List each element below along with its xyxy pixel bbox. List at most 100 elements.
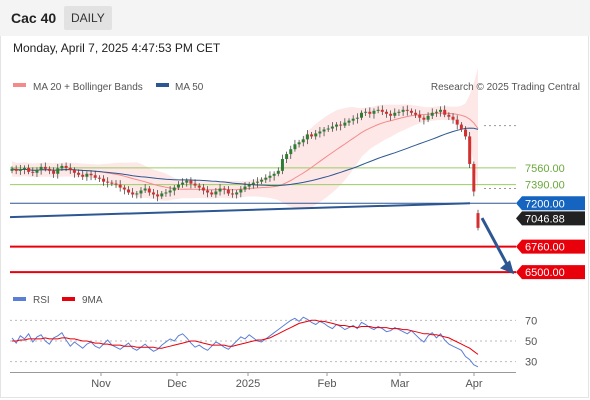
candle-body <box>52 170 56 174</box>
candle-body <box>210 192 214 195</box>
candle-body <box>10 168 14 171</box>
candle-body <box>472 163 476 192</box>
candle-body <box>430 112 434 116</box>
legend-swatch-rsi <box>13 297 26 301</box>
candle-body <box>464 129 468 137</box>
x-tick-Dec: Dec <box>167 378 187 390</box>
candle-body <box>439 109 443 112</box>
candle-body <box>214 191 218 195</box>
candle-body <box>97 177 101 179</box>
candle-body <box>393 112 397 116</box>
candle-body <box>68 167 72 170</box>
candle-body <box>264 177 268 180</box>
candle-body <box>368 111 372 114</box>
candle-body <box>301 139 305 143</box>
candle-body <box>206 190 210 193</box>
support-trendline <box>9 202 471 219</box>
candle-body <box>468 136 472 164</box>
candle-body <box>322 129 326 132</box>
annotations-layer <box>480 125 516 275</box>
x-tick-Feb: Feb <box>318 378 337 390</box>
candle-body <box>372 110 376 114</box>
chart-datetime: Monday, April 7, 2025 4:47:53 PM CET <box>13 41 221 55</box>
candle-body <box>376 109 380 111</box>
forecast-arrow-shaft <box>480 217 510 267</box>
candle-body <box>35 169 39 173</box>
candle-body <box>201 187 205 191</box>
candle-body <box>185 180 189 183</box>
level-label-7560.00: 7560.00 <box>525 163 565 175</box>
legend-label-9ma: 9MA <box>82 295 103 306</box>
candle-body <box>268 175 272 178</box>
candle-body <box>414 112 418 115</box>
levels-layer: 7560.00 7390.00 7200.00 7046.88 6760.00 6500.… <box>9 163 585 280</box>
candle-body <box>156 194 160 197</box>
candle-body <box>380 109 384 112</box>
candle-body <box>222 188 226 190</box>
candle-body <box>18 169 22 171</box>
candle-body <box>89 173 93 176</box>
candle-body <box>27 167 31 172</box>
candle-body <box>247 184 251 187</box>
candle-body <box>280 159 284 171</box>
x-tick-Apr: Apr <box>465 378 482 390</box>
rsi-tick-50: 50 <box>525 336 537 348</box>
candle-body <box>235 192 239 195</box>
candle-body <box>360 112 363 118</box>
candle-body <box>418 114 422 118</box>
candle-body <box>434 111 438 113</box>
forecast-arrow-head <box>500 260 514 275</box>
legend-swatch-9ma <box>62 297 75 301</box>
candle-body <box>14 168 18 171</box>
candle-body <box>181 182 185 185</box>
candle-body <box>443 109 447 115</box>
candle-body <box>305 134 309 140</box>
candle-body <box>189 180 193 184</box>
candle-body <box>239 189 243 193</box>
candle-body <box>147 188 151 193</box>
copyright-text: Research © 2025 Trading Central <box>431 82 580 93</box>
chart-frame <box>0 36 589 398</box>
x-axis: Nov Dec 2025 Feb Mar Apr <box>91 372 483 390</box>
candle-body <box>397 111 401 113</box>
candle-body <box>401 109 405 112</box>
legend-swatch-ma50 <box>156 83 169 87</box>
period-button[interactable]: DAILY <box>64 6 112 30</box>
candle-body <box>81 174 85 177</box>
rsi-tick-70: 70 <box>525 315 537 327</box>
candle-body <box>330 126 334 129</box>
level-label-6760.00: 6760.00 <box>525 242 565 254</box>
candle-body <box>455 119 459 125</box>
candle-body <box>114 183 118 185</box>
candle-body <box>143 188 147 191</box>
level-label-7046.88: 7046.88 <box>525 213 565 225</box>
candle-body <box>122 187 126 190</box>
level-label-7390.00: 7390.00 <box>525 180 565 192</box>
candle-body <box>43 166 47 169</box>
candle-body <box>139 190 143 194</box>
candle-body <box>447 114 451 117</box>
candle-body <box>197 185 201 188</box>
candle-body <box>260 179 264 182</box>
candle-body <box>251 182 255 185</box>
candle-body <box>118 184 122 188</box>
candle-body <box>218 188 222 192</box>
rsi-tick-30: 30 <box>525 357 537 369</box>
candle-body <box>293 144 297 150</box>
candle-body <box>326 128 330 130</box>
candle-body <box>176 184 180 188</box>
x-tick-2025: 2025 <box>236 378 260 390</box>
legend-label-bollinger: MA 20 + Bollinger Bands <box>33 82 143 93</box>
candle-body <box>318 131 322 134</box>
candle-body <box>405 109 409 111</box>
candle-body <box>85 173 89 177</box>
candle-body <box>476 213 480 228</box>
candle-body <box>231 193 235 195</box>
candle-body <box>56 168 60 174</box>
legend-label-ma50: MA 50 <box>175 82 204 93</box>
candle-body <box>72 169 76 173</box>
candle-body <box>164 192 168 194</box>
candle-body <box>364 111 368 113</box>
candle-body <box>22 167 26 170</box>
candle-body <box>172 187 176 191</box>
